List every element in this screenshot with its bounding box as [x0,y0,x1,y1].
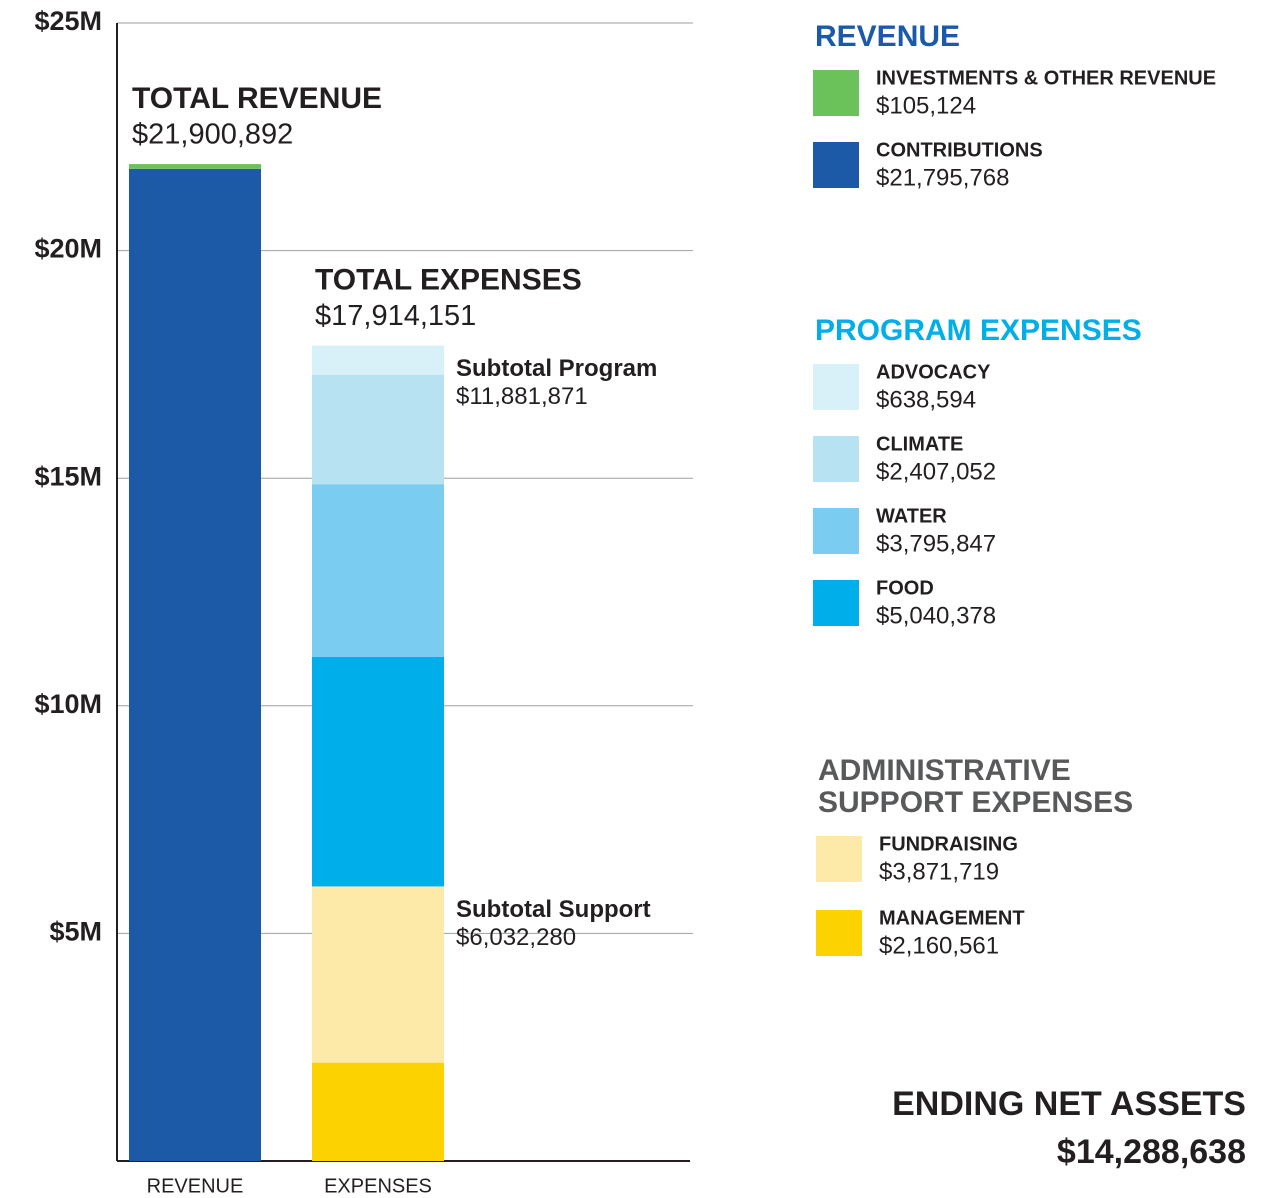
y-tick-label: $15M [34,461,102,491]
bar-segment [312,374,444,485]
legend-swatch [816,836,862,882]
y-tick-label: $20M [34,234,102,264]
subtotal-label: Subtotal Support [456,896,651,923]
total-label: TOTAL EXPENSES [315,263,582,296]
legend-name: FUNDRAISING [879,833,1018,855]
legend-name: ADVOCACY [876,361,991,383]
x-tick-label: EXPENSES [324,1175,432,1197]
legend-swatch [816,910,862,956]
legend-group-title: PROGRAM EXPENSES [815,314,1142,347]
legend-swatch [813,70,859,116]
bar-segment [312,886,444,1063]
x-tick-label: REVENUE [147,1175,244,1197]
legend-swatch [813,580,859,626]
legend-value: $638,594 [876,386,976,413]
legend-group-title: REVENUE [815,20,960,53]
bar-segment [312,1062,444,1161]
net-assets-value: $14,288,638 [1057,1133,1246,1171]
legend-group-title: SUPPORT EXPENSES [818,786,1133,819]
legend-name: CONTRIBUTIONS [876,139,1043,161]
bar-segment [129,168,261,1162]
legend-value: $3,871,719 [879,858,999,885]
legend-name: FOOD [876,577,934,599]
legend-group-title: ADMINISTRATIVE [818,754,1071,787]
legend-value: $21,795,768 [876,164,1009,191]
total-value: $17,914,151 [315,300,476,332]
legend-value: $2,160,561 [879,932,999,959]
legend-value: $2,407,052 [876,458,996,485]
legend-value: $3,795,847 [876,530,996,557]
legend-name: MANAGEMENT [879,907,1025,929]
legend-swatch [813,364,859,410]
y-tick-label: $10M [34,689,102,719]
subtotal-label: Subtotal Program [456,355,657,382]
legend-swatch [813,142,859,188]
subtotal-value: $11,881,871 [456,383,588,410]
legend-value: $105,124 [876,92,976,119]
legend-swatch [813,436,859,482]
bar-segment [312,656,444,887]
net-assets-label: ENDING NET ASSETS [892,1085,1246,1123]
bar-segment [129,164,261,169]
y-tick-label: $5M [49,917,102,947]
legend-name: WATER [876,505,947,527]
total-label: TOTAL REVENUE [132,82,382,115]
legend-swatch [813,508,859,554]
subtotal-value: $6,032,280 [456,924,576,951]
bar-segment [312,345,444,375]
bar-segment [312,484,444,657]
y-tick-label: $25M [34,6,102,36]
legend-value: $5,040,378 [876,602,996,629]
legend-name: INVESTMENTS & OTHER REVENUE [876,67,1216,89]
legend-name: CLIMATE [876,433,963,455]
total-value: $21,900,892 [132,119,293,151]
